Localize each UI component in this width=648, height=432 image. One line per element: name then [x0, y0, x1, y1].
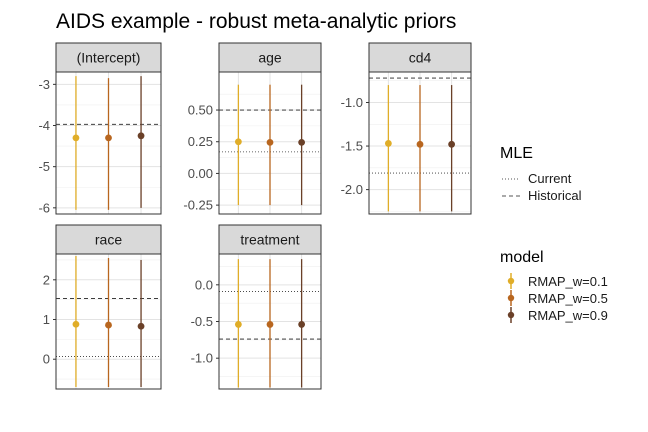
- facet-race: race 2 1 0: [43, 224, 162, 390]
- y-tick-label: -1.5: [341, 139, 363, 154]
- legend: MLE Current Historical model RMAP_w=0.1 …: [500, 145, 608, 323]
- y-tick-label: -2.0: [341, 182, 363, 197]
- point-RMAP_w=0.5: [266, 138, 274, 146]
- point-RMAP_w=0.5: [105, 134, 112, 142]
- strip-cd4: [368, 42, 472, 73]
- y-tick-label: 0.25: [188, 134, 213, 149]
- strip-treatment: [218, 224, 322, 255]
- point-RMAP_w=0.1: [234, 138, 242, 146]
- model-legend-label-2: RMAP_w=0.5: [528, 291, 608, 306]
- strip-label-age: age: [258, 50, 282, 66]
- point-RMAP_w=0.1: [384, 140, 392, 147]
- panel-border: [218, 71, 322, 215]
- y-tick-label: 0: [43, 352, 50, 367]
- point-RMAP_w=0.9: [137, 132, 145, 140]
- facet-intercept: (Intercept) -3 -4 -5 -6: [38, 42, 162, 215]
- mle-legend-current: Current: [528, 171, 572, 186]
- model-key-3: [507, 307, 515, 323]
- point-RMAP_w=0.9: [137, 322, 145, 330]
- y-tick-label: 0.00: [188, 166, 213, 181]
- y-tick-label: -3: [38, 77, 50, 92]
- mle-legend-historical: Historical: [528, 188, 582, 203]
- y-tick-label: -5: [38, 159, 50, 174]
- strip-age: [218, 42, 322, 73]
- strip-label-treatment: treatment: [240, 232, 299, 248]
- facet-panels: (Intercept)-3-4-5-6age0.500.250.00-0.25c…: [38, 42, 472, 390]
- y-tick-label: 0.50: [188, 103, 213, 118]
- strip-label-cd4: cd4: [409, 50, 432, 66]
- model-legend-title: model: [500, 249, 544, 266]
- strip-label-race: race: [95, 232, 122, 248]
- y-tick-label: 1: [43, 312, 50, 327]
- y-tick-label: -0.5: [191, 314, 213, 329]
- point-RMAP_w=0.5: [416, 140, 424, 148]
- point-RMAP_w=0.9: [298, 321, 306, 328]
- panel-border: [55, 71, 162, 215]
- point-RMAP_w=0.1: [72, 134, 80, 142]
- y-tick-label: 2: [43, 272, 50, 287]
- point-RMAP_w=0.5: [266, 321, 274, 328]
- chart-title: AIDS example - robust meta-analytic prio…: [56, 10, 456, 33]
- point-RMAP_w=0.9: [448, 140, 456, 148]
- y-tick-label: -1.0: [191, 351, 213, 366]
- panel-border: [218, 253, 322, 390]
- point-RMAP_w=0.5: [105, 321, 112, 329]
- facet-cd4: cd4 -1.0 -1.5 -2.0: [341, 42, 472, 215]
- panel-border: [55, 253, 162, 390]
- y-tick-label: -1.0: [341, 95, 363, 110]
- strip-intercept: [55, 42, 162, 73]
- strip-label-intercept: (Intercept): [77, 50, 141, 66]
- panel-border: [368, 71, 472, 215]
- y-tick-label: 0.0: [195, 277, 213, 292]
- point-RMAP_w=0.1: [234, 321, 242, 328]
- facet-age: age 0.50 0.25 0.00 -0.25: [183, 42, 322, 215]
- model-legend-label-1: RMAP_w=0.1: [528, 274, 608, 289]
- point-RMAP_w=0.1: [72, 320, 80, 328]
- y-tick-label: -6: [38, 200, 50, 215]
- y-tick-label: -0.25: [183, 198, 213, 213]
- mle-legend-title: MLE: [500, 145, 533, 162]
- model-legend-label-3: RMAP_w=0.9: [528, 308, 608, 323]
- model-key-1: [507, 273, 515, 289]
- model-key-2: [507, 290, 515, 306]
- y-tick-label: -4: [38, 118, 50, 133]
- point-RMAP_w=0.9: [298, 138, 306, 146]
- strip-race: [55, 224, 162, 255]
- facet-treatment: treatment 0.0 -0.5 -1.0: [191, 224, 322, 390]
